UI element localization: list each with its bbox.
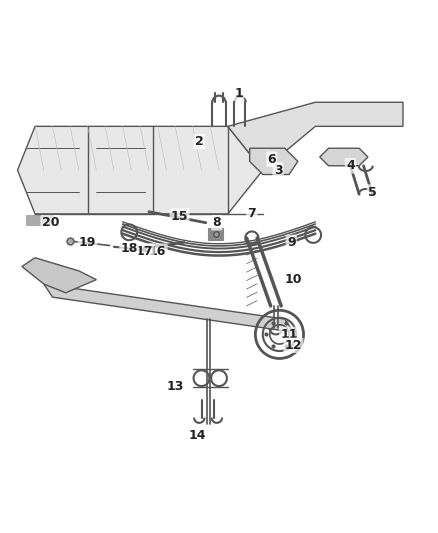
Bar	[26, 215, 53, 225]
Text: 5: 5	[368, 185, 377, 198]
Polygon shape	[44, 284, 293, 332]
Polygon shape	[320, 148, 368, 166]
Text: 12: 12	[285, 339, 302, 352]
Text: 15: 15	[171, 209, 188, 223]
Text: 4: 4	[346, 159, 355, 172]
Text: 11: 11	[280, 328, 298, 341]
Text: 3: 3	[274, 164, 283, 176]
Text: 19: 19	[79, 236, 96, 249]
Text: 14: 14	[188, 429, 206, 442]
Text: 6: 6	[267, 152, 276, 166]
Text: 2: 2	[195, 135, 204, 148]
Text: 1: 1	[234, 87, 243, 100]
Text: 17: 17	[136, 245, 153, 257]
Bar	[208, 228, 223, 240]
Polygon shape	[22, 258, 96, 293]
Polygon shape	[250, 148, 298, 174]
Polygon shape	[18, 126, 263, 214]
Text: 13: 13	[166, 381, 184, 393]
Text: 8: 8	[212, 216, 221, 229]
Polygon shape	[228, 102, 403, 170]
Text: 7: 7	[247, 207, 256, 221]
Text: 16: 16	[149, 245, 166, 257]
Text: 10: 10	[285, 273, 302, 286]
Text: 9: 9	[287, 236, 296, 249]
Text: 18: 18	[120, 243, 138, 255]
Text: 20: 20	[42, 216, 59, 229]
